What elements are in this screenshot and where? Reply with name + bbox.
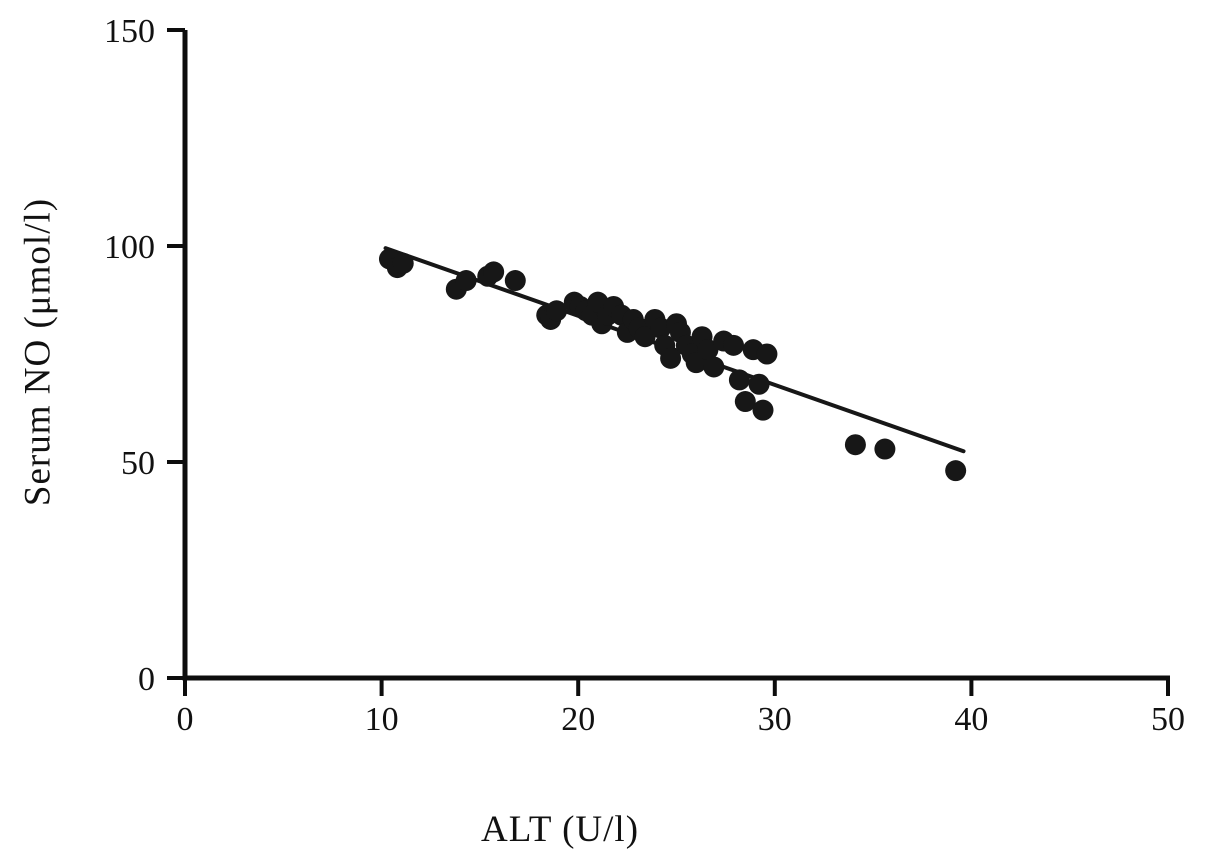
y-axis-title: Serum NO (μmol/l) (17, 197, 59, 507)
x-tick-label: 20 (561, 701, 595, 738)
data-point (455, 270, 477, 292)
y-tick-label: 100 (104, 229, 155, 266)
x-tick-label: 30 (758, 701, 792, 738)
data-point (697, 339, 719, 361)
data-point (634, 326, 656, 348)
x-tick-label: 40 (954, 701, 988, 738)
data-point (504, 270, 526, 292)
data-point (392, 252, 414, 274)
data-point (650, 317, 672, 339)
y-tick-label: 0 (138, 661, 155, 698)
data-point (874, 438, 896, 460)
x-tick-label: 0 (177, 701, 194, 738)
data-point (734, 391, 756, 413)
data-point (728, 369, 750, 391)
x-tick-label: 10 (365, 701, 399, 738)
x-tick-label: 50 (1151, 701, 1185, 738)
data-point (660, 347, 682, 369)
y-tick-label: 50 (121, 445, 155, 482)
data-point (723, 334, 745, 356)
data-point (546, 300, 568, 322)
data-point (748, 373, 770, 395)
data-point (483, 261, 505, 283)
data-point (756, 343, 778, 365)
data-point (752, 399, 774, 421)
data-point (703, 356, 725, 378)
data-point (945, 460, 967, 482)
data-point (844, 434, 866, 456)
x-axis-title: ALT (U/l) (480, 809, 640, 850)
y-tick-label: 150 (104, 13, 155, 50)
